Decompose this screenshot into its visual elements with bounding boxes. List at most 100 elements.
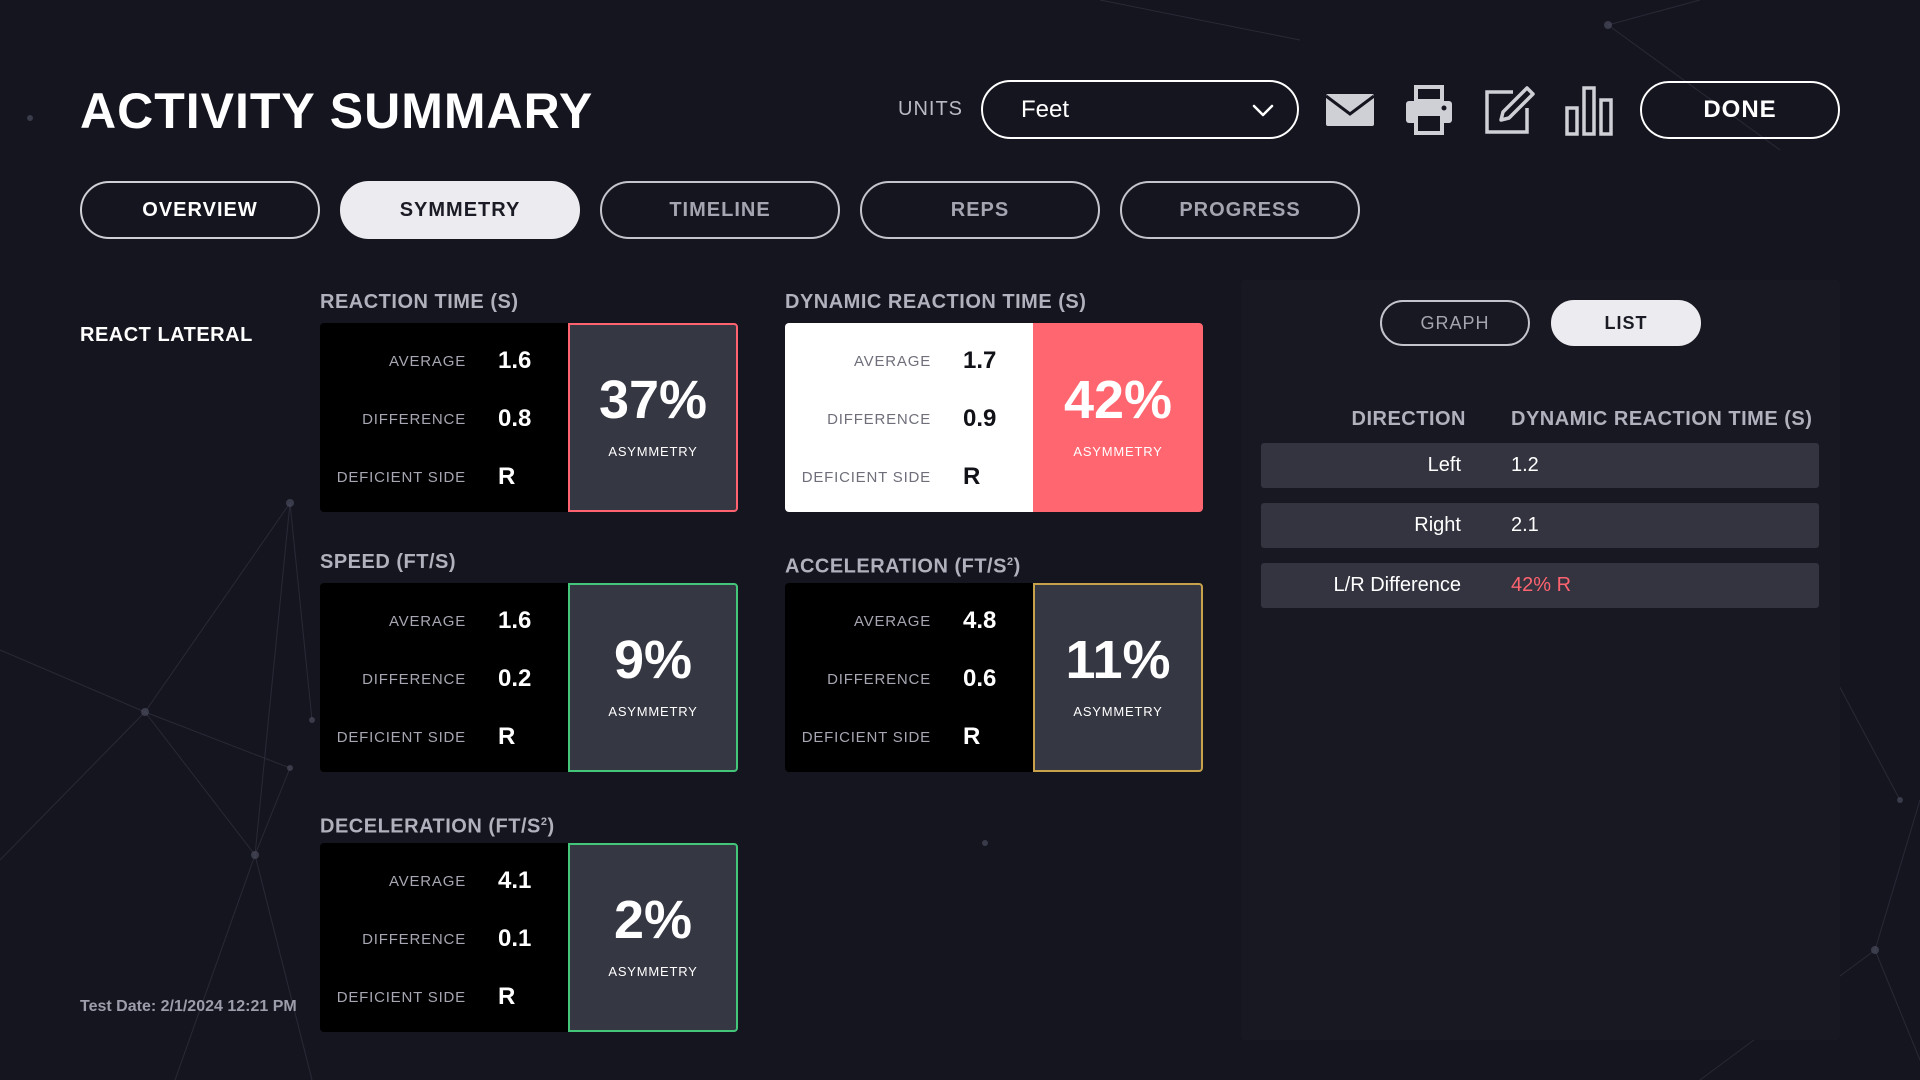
mail-icon[interactable] [1324,84,1376,136]
stat-row-deficient-side: DEFICIENT SIDE R [320,981,568,1011]
stat-label: AVERAGE [853,353,931,370]
units-selected-value: Feet [1021,95,1070,123]
stat-label: AVERAGE [388,353,466,370]
stat-value: 1.7 [963,347,997,374]
stat-value: R [498,463,516,490]
metric-card: AVERAGE 1.6 DIFFERENCE 0.8 DEFICIENT SID… [320,323,738,512]
edit-icon[interactable] [1483,84,1535,136]
details-panel: GRAPH LIST DIRECTION DYNAMIC REACTION TI… [1241,280,1840,1040]
stat-value: 4.1 [498,867,532,894]
stat-row-average: AVERAGE 4.8 [785,605,1033,635]
table-row: L/R Difference 42% R [1261,563,1819,608]
stat-label: AVERAGE [388,873,466,890]
stat-label: DEFICIENT SIDE [336,989,466,1006]
asymmetry-box: 2% ASYMMETRY [568,843,738,1032]
stat-row-difference: DIFFERENCE 0.6 [785,663,1033,693]
stat-value: 0.6 [963,665,997,692]
asymmetry-value: 42% [1063,370,1173,430]
metric-title: DYNAMIC REACTION TIME (S) [785,291,1087,313]
asymmetry-value: 11% [1065,630,1171,690]
tab-progress[interactable]: PROGRESS [1120,181,1360,239]
stat-row-difference: DIFFERENCE 0.1 [320,923,568,953]
stat-value: 0.9 [963,405,997,432]
tab-symmetry[interactable]: SYMMETRY [340,181,580,239]
graph-view-toggle[interactable]: GRAPH [1380,300,1530,346]
metric-stats: AVERAGE 1.6 DIFFERENCE 0.2 DEFICIENT SID… [320,583,568,772]
asymmetry-value: 37% [598,370,708,430]
stat-value: 1.6 [498,347,532,374]
stat-label: DIFFERENCE [827,411,931,428]
row-value: 1.2 [1511,454,1539,476]
tab-reps[interactable]: REPS [860,181,1100,239]
row-value: 2.1 [1511,514,1539,536]
metric-card: AVERAGE 1.7 DIFFERENCE 0.9 DEFICIENT SID… [785,323,1203,512]
stat-row-deficient-side: DEFICIENT SIDE R [785,721,1033,751]
bar-chart-icon[interactable] [1563,84,1615,136]
stat-label: DIFFERENCE [362,671,466,688]
metric-stats: AVERAGE 1.6 DIFFERENCE 0.8 DEFICIENT SID… [320,323,568,512]
metric-card: AVERAGE 1.6 DIFFERENCE 0.2 DEFICIENT SID… [320,583,738,772]
units-label: UNITS [898,98,963,120]
stat-label: DEFICIENT SIDE [801,729,931,746]
metric-title: DECELERATION (FT/S2) [320,811,738,843]
metric-title: REACTION TIME (S) [320,291,519,313]
metric-dynamic-reaction-time: DYNAMIC REACTION TIME (S) AVERAGE 1.7 DI… [785,291,1203,512]
tab-overview[interactable]: OVERVIEW [80,181,320,239]
table-row: Right 2.1 [1261,503,1819,548]
stat-row-difference: DIFFERENCE 0.2 [320,663,568,693]
row-direction: L/R Difference [1333,574,1461,596]
asymmetry-box: 37% ASYMMETRY [568,323,738,512]
stat-value: 0.1 [498,925,532,952]
stat-label: DEFICIENT SIDE [336,729,466,746]
metric-title-superscript: 2 [1006,556,1014,568]
column-header-value: DYNAMIC REACTION TIME (S) [1511,408,1813,430]
stat-label: DEFICIENT SIDE [801,469,931,486]
metric-acceleration: ACCELERATION (FT/S2) AVERAGE 4.8 DIFFERE… [785,551,1203,772]
asymmetry-label: ASYMMETRY [608,964,698,979]
stat-label: DIFFERENCE [827,671,931,688]
stat-row-difference: DIFFERENCE 0.9 [785,403,1033,433]
metric-title-superscript: 2 [540,816,548,828]
list-view-toggle[interactable]: LIST [1551,300,1701,346]
done-button[interactable]: DONE [1640,81,1840,139]
asymmetry-value: 9% [613,630,693,690]
activity-name: REACT LATERAL [80,324,253,346]
metric-card: AVERAGE 4.1 DIFFERENCE 0.1 DEFICIENT SID… [320,843,738,1032]
stat-label: AVERAGE [388,613,466,630]
metric-title-end: ) [1013,555,1021,578]
chevron-down-icon [1252,104,1274,117]
asymmetry-label: ASYMMETRY [1073,444,1163,459]
stat-row-average: AVERAGE 1.7 [785,345,1033,375]
metric-title-end: ) [547,815,555,838]
stat-value: R [963,463,981,490]
stat-row-deficient-side: DEFICIENT SIDE R [320,461,568,491]
tab-timeline[interactable]: TIMELINE [600,181,840,239]
units-dropdown[interactable]: Feet [981,80,1299,139]
page-title: ACTIVITY SUMMARY [80,83,594,139]
stat-value: 4.8 [963,607,997,634]
stat-label: DIFFERENCE [362,411,466,428]
stat-value: R [498,723,516,750]
test-date: Test Date: 2/1/2024 12:21 PM [80,998,297,1015]
column-header-direction: DIRECTION [1351,408,1466,430]
metric-stats: AVERAGE 4.8 DIFFERENCE 0.6 DEFICIENT SID… [785,583,1033,772]
stat-value: R [498,983,516,1010]
print-icon[interactable] [1403,84,1455,136]
asymmetry-label: ASYMMETRY [608,444,698,459]
metric-speed: SPEED (FT/S) AVERAGE 1.6 DIFFERENCE 0.2 … [320,551,738,772]
stat-value: 0.8 [498,405,532,432]
metric-title: SPEED (FT/S) [320,551,457,573]
stat-row-average: AVERAGE 1.6 [320,605,568,635]
row-value: 42% R [1511,574,1572,596]
asymmetry-label: ASYMMETRY [1073,704,1163,719]
stat-row-average: AVERAGE 4.1 [320,865,568,895]
row-direction: Right [1414,514,1461,536]
metric-title: ACCELERATION (FT/S2) [785,551,1203,583]
metric-stats: AVERAGE 4.1 DIFFERENCE 0.1 DEFICIENT SID… [320,843,568,1032]
asymmetry-label: ASYMMETRY [608,704,698,719]
metric-title-text: ACCELERATION (FT/S [785,555,1007,578]
metric-title-text: DECELERATION (FT/S [320,815,541,838]
metric-deceleration: DECELERATION (FT/S2) AVERAGE 4.1 DIFFERE… [320,811,738,1032]
metric-reaction-time: REACTION TIME (S) AVERAGE 1.6 DIFFERENCE… [320,291,738,512]
asymmetry-box: 42% ASYMMETRY [1033,323,1203,512]
